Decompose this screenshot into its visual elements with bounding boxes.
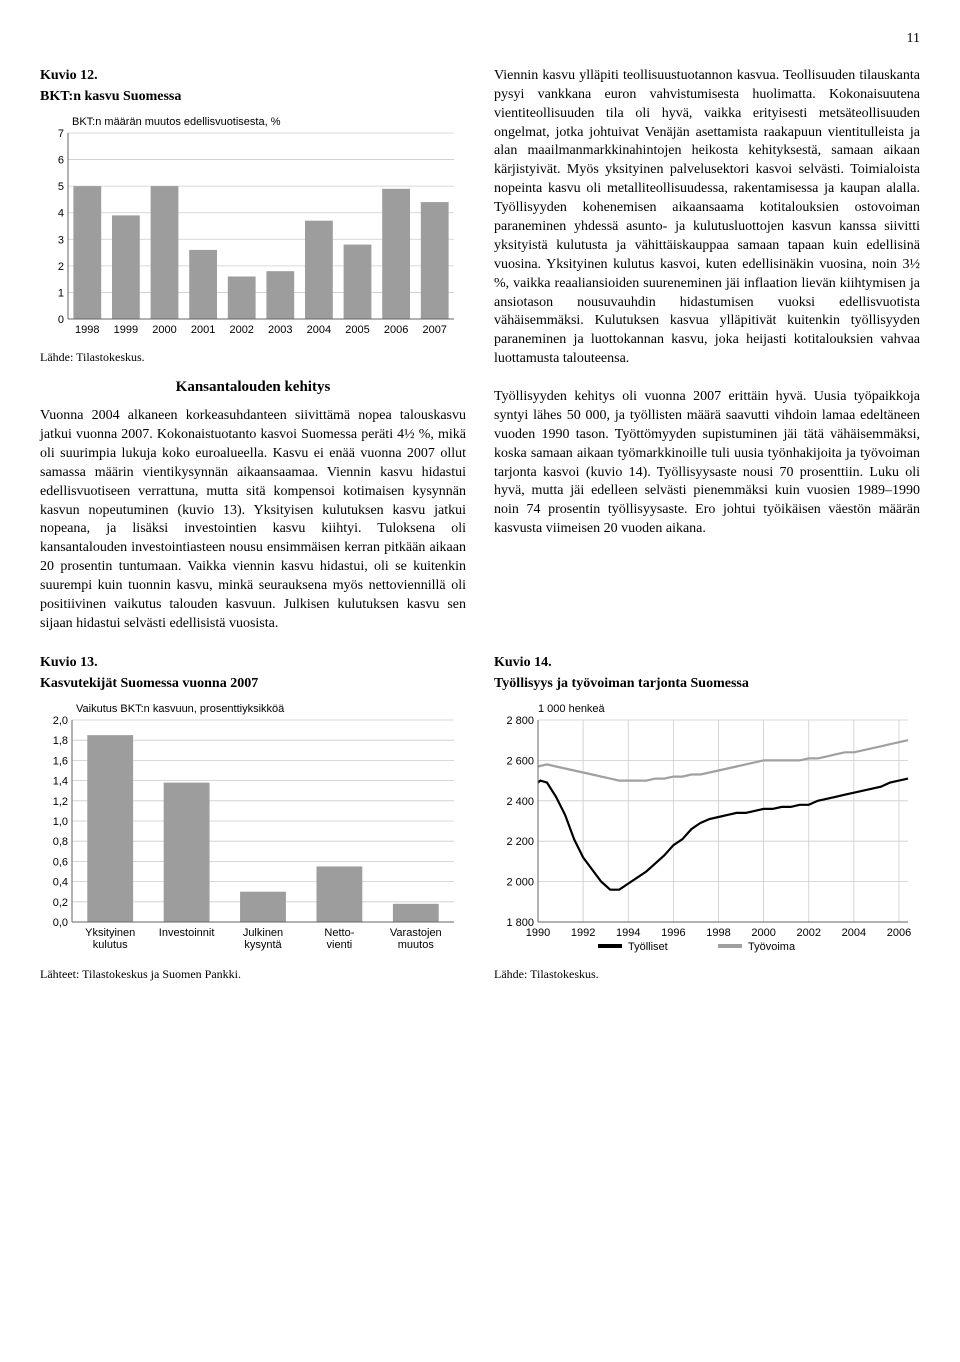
svg-text:2004: 2004 bbox=[842, 927, 866, 939]
svg-text:2007: 2007 bbox=[422, 324, 446, 336]
svg-text:Netto-: Netto- bbox=[324, 927, 354, 939]
svg-text:1990: 1990 bbox=[526, 927, 550, 939]
chart13-title-2: Kasvutekijät Suomessa vuonna 2007 bbox=[40, 675, 466, 694]
svg-text:1,2: 1,2 bbox=[53, 795, 68, 807]
svg-text:BKT:n määrän muutos edellisvuo: BKT:n määrän muutos edellisvuotisesta, % bbox=[72, 116, 281, 128]
svg-text:1,4: 1,4 bbox=[53, 775, 68, 787]
svg-text:0,2: 0,2 bbox=[53, 896, 68, 908]
svg-text:kysyntä: kysyntä bbox=[244, 939, 282, 951]
svg-text:2003: 2003 bbox=[268, 324, 292, 336]
chart12-svg: BKT:n määrän muutos edellisvuotisesta, %… bbox=[40, 115, 460, 345]
col-left-bottom: Kuvio 13. Kasvutekijät Suomessa vuonna 2… bbox=[40, 654, 466, 994]
chart14-title-1: Kuvio 14. bbox=[494, 654, 920, 673]
svg-text:2,0: 2,0 bbox=[53, 715, 68, 727]
col-right-top: Viennin kasvu ylläpiti teollisuustuotann… bbox=[494, 67, 920, 634]
svg-text:2: 2 bbox=[58, 261, 64, 273]
col-left-top: Kuvio 12. BKT:n kasvu Suomessa BKT:n mää… bbox=[40, 67, 466, 634]
svg-text:2004: 2004 bbox=[307, 324, 331, 336]
svg-text:2 400: 2 400 bbox=[506, 795, 534, 807]
section-heading: Kansantalouden kehitys bbox=[40, 377, 466, 397]
col-right-bottom: Kuvio 14. Työllisyys ja työvoiman tarjon… bbox=[494, 654, 920, 994]
svg-text:1998: 1998 bbox=[75, 324, 99, 336]
svg-text:Vaikutus BKT:n kasvuun, prosen: Vaikutus BKT:n kasvuun, prosenttiyksikkö… bbox=[76, 703, 285, 715]
svg-text:1994: 1994 bbox=[616, 927, 640, 939]
svg-text:2 800: 2 800 bbox=[506, 715, 534, 727]
chart12-title-1: Kuvio 12. bbox=[40, 67, 466, 86]
svg-text:2000: 2000 bbox=[751, 927, 775, 939]
svg-text:2 200: 2 200 bbox=[506, 836, 534, 848]
svg-text:0,8: 0,8 bbox=[53, 836, 68, 848]
svg-text:1,8: 1,8 bbox=[53, 735, 68, 747]
chart14-svg: 1 000 henkeä1 8002 0002 2002 4002 6002 8… bbox=[494, 702, 914, 962]
svg-text:2001: 2001 bbox=[191, 324, 215, 336]
svg-text:3: 3 bbox=[58, 234, 64, 246]
svg-text:1992: 1992 bbox=[571, 927, 595, 939]
svg-text:4: 4 bbox=[58, 207, 64, 219]
svg-text:2 600: 2 600 bbox=[506, 755, 534, 767]
svg-text:2002: 2002 bbox=[796, 927, 820, 939]
chart12-title-2: BKT:n kasvu Suomessa bbox=[40, 88, 466, 107]
svg-text:7: 7 bbox=[58, 128, 64, 140]
top-columns: Kuvio 12. BKT:n kasvu Suomessa BKT:n mää… bbox=[40, 67, 920, 634]
svg-text:2 000: 2 000 bbox=[506, 876, 534, 888]
svg-text:0,0: 0,0 bbox=[53, 917, 68, 929]
chart13-svg: Vaikutus BKT:n kasvuun, prosenttiyksikkö… bbox=[40, 702, 460, 962]
svg-text:2005: 2005 bbox=[345, 324, 369, 336]
svg-text:2002: 2002 bbox=[229, 324, 253, 336]
svg-text:0,4: 0,4 bbox=[53, 876, 68, 888]
chart12-wrap: Kuvio 12. BKT:n kasvu Suomessa BKT:n mää… bbox=[40, 67, 466, 365]
svg-text:kulutus: kulutus bbox=[93, 939, 128, 951]
body-left: Vuonna 2004 alkaneen korkeasuhdanteen si… bbox=[40, 407, 466, 634]
svg-text:1999: 1999 bbox=[114, 324, 138, 336]
svg-text:6: 6 bbox=[58, 154, 64, 166]
svg-text:Varastojen: Varastojen bbox=[390, 927, 442, 939]
svg-text:muutos: muutos bbox=[398, 939, 435, 951]
svg-text:2006: 2006 bbox=[887, 927, 911, 939]
svg-text:5: 5 bbox=[58, 181, 64, 193]
svg-text:0: 0 bbox=[58, 314, 64, 326]
chart13-title-1: Kuvio 13. bbox=[40, 654, 466, 673]
svg-text:0,6: 0,6 bbox=[53, 856, 68, 868]
chart14-title-2: Työllisyys ja työvoiman tarjonta Suomess… bbox=[494, 675, 920, 694]
body-right: Viennin kasvu ylläpiti teollisuustuotann… bbox=[494, 67, 920, 539]
chart12-source: Lähde: Tilastokeskus. bbox=[40, 349, 466, 365]
svg-text:1 000 henkeä: 1 000 henkeä bbox=[538, 703, 606, 715]
svg-text:1: 1 bbox=[58, 287, 64, 299]
chart14-source: Lähde: Tilastokeskus. bbox=[494, 966, 920, 982]
svg-text:1998: 1998 bbox=[706, 927, 730, 939]
chart14-wrap: Kuvio 14. Työllisyys ja työvoiman tarjon… bbox=[494, 654, 920, 982]
svg-text:Työvoima: Työvoima bbox=[748, 941, 796, 953]
svg-text:Työlliset: Työlliset bbox=[628, 941, 668, 953]
svg-text:1996: 1996 bbox=[661, 927, 685, 939]
page-number: 11 bbox=[40, 30, 920, 49]
svg-text:vienti: vienti bbox=[327, 939, 353, 951]
svg-text:2000: 2000 bbox=[152, 324, 176, 336]
svg-text:Yksityinen: Yksityinen bbox=[85, 927, 135, 939]
svg-text:Investoinnit: Investoinnit bbox=[159, 927, 215, 939]
svg-text:Julkinen: Julkinen bbox=[243, 927, 283, 939]
chart13-source: Lähteet: Tilastokeskus ja Suomen Pankki. bbox=[40, 966, 466, 982]
bottom-columns: Kuvio 13. Kasvutekijät Suomessa vuonna 2… bbox=[40, 654, 920, 994]
svg-text:1,0: 1,0 bbox=[53, 816, 68, 828]
chart13-wrap: Kuvio 13. Kasvutekijät Suomessa vuonna 2… bbox=[40, 654, 466, 982]
svg-text:1,6: 1,6 bbox=[53, 755, 68, 767]
svg-text:2006: 2006 bbox=[384, 324, 408, 336]
